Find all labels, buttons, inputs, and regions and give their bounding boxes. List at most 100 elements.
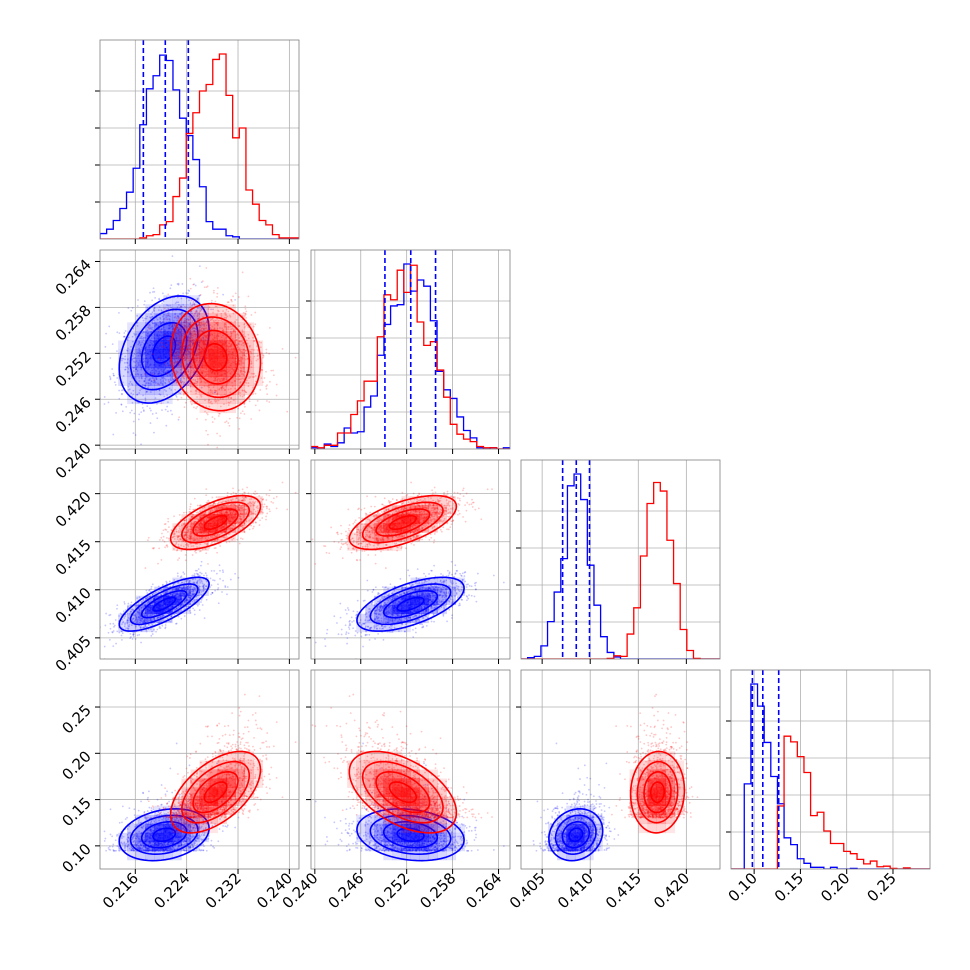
sample-point [187, 366, 190, 369]
sample-point [177, 535, 180, 538]
sample-point [183, 356, 186, 359]
density-cell [217, 304, 227, 314]
sample-point [214, 391, 217, 394]
sample-point [240, 367, 243, 370]
sample-point [138, 342, 141, 345]
density-cell [127, 394, 137, 405]
sample-point [131, 335, 134, 338]
sample-point [164, 626, 167, 629]
sample-point [129, 380, 132, 383]
sample-point [147, 601, 149, 604]
sample-point [238, 389, 240, 392]
sample-point [116, 607, 118, 610]
density-cell [226, 358, 236, 368]
sample-point [248, 377, 250, 380]
sample-point [256, 358, 259, 361]
sample-point [198, 323, 200, 326]
sample-point [167, 307, 170, 310]
sample-point [140, 606, 143, 609]
sample-point [130, 636, 132, 638]
sample-point [194, 379, 197, 381]
sample-point [149, 327, 152, 330]
sample-point [139, 620, 142, 622]
sample-point [142, 358, 145, 361]
sample-point [121, 381, 124, 384]
sample-point [140, 601, 143, 603]
sample-point [153, 547, 155, 549]
sample-point [169, 287, 172, 290]
sample-point [121, 389, 123, 392]
sample-point [242, 497, 245, 500]
sample-point [175, 607, 178, 609]
sample-point [244, 349, 247, 352]
sample-point [141, 617, 143, 620]
sample-point [148, 326, 151, 328]
sample-point [104, 624, 107, 627]
sample-point [185, 598, 188, 600]
sample-point [183, 592, 186, 595]
sample-point [143, 621, 146, 624]
sample-point [188, 538, 191, 541]
sample-point [188, 290, 191, 292]
sample-point [144, 317, 146, 320]
sample-point [176, 582, 179, 584]
sample-point [212, 319, 215, 322]
sample-point [220, 394, 222, 397]
sample-point [141, 617, 144, 620]
sample-point [200, 328, 203, 330]
sample-point [172, 361, 174, 364]
sample-point [186, 363, 188, 366]
sample-point [191, 327, 193, 330]
sample-point [149, 391, 152, 393]
sample-point [199, 510, 201, 513]
sample-point [154, 297, 157, 299]
sample-point [241, 377, 244, 380]
sample-point [205, 321, 208, 323]
sample-point [179, 379, 182, 382]
sample-point [205, 488, 208, 490]
sample-point [265, 385, 268, 388]
sample-point [241, 354, 244, 357]
sample-point [188, 594, 191, 597]
sample-point [184, 324, 187, 327]
sample-point [188, 580, 191, 583]
sample-point [191, 588, 194, 591]
sample-point [123, 617, 126, 619]
sample-point [169, 320, 172, 323]
sample-point [235, 360, 238, 363]
sample-point [200, 591, 203, 593]
sample-point [224, 585, 227, 587]
sample-point [209, 326, 212, 329]
sample-point [242, 499, 245, 502]
sample-point [210, 391, 212, 394]
density-cell [172, 367, 182, 377]
sample-point [205, 286, 208, 289]
sample-point [185, 382, 188, 384]
sample-point [192, 599, 195, 601]
sample-point [150, 614, 152, 617]
sample-point [158, 389, 161, 392]
sample-point [209, 509, 212, 512]
sample-point [174, 388, 177, 391]
sample-point [191, 304, 193, 307]
sample-point [144, 384, 147, 387]
sample-point [146, 602, 149, 605]
density-cell [163, 604, 173, 615]
sample-point [234, 387, 237, 390]
sample-point [87, 327, 89, 329]
sample-point [223, 325, 226, 328]
sample-point [187, 370, 190, 373]
sample-point [111, 343, 114, 346]
sample-point [198, 321, 201, 324]
sample-point [143, 300, 146, 303]
sample-point [214, 400, 217, 403]
sample-point [237, 296, 240, 298]
sample-point [147, 384, 150, 387]
sample-point [185, 580, 188, 583]
density-cell [172, 385, 182, 396]
sample-point [166, 582, 168, 584]
sample-point [244, 315, 246, 317]
sample-point [183, 377, 186, 380]
sample-point [132, 366, 134, 369]
sample-point [250, 352, 253, 355]
